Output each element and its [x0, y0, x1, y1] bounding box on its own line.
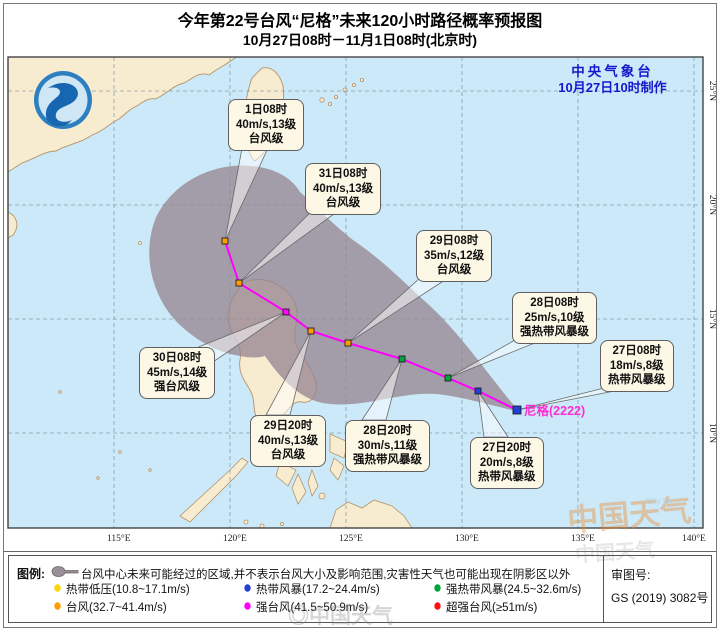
track-point — [235, 279, 243, 287]
legend-label: 强台风(41.5~50.9m/s) — [256, 602, 369, 614]
separator-line — [4, 551, 716, 552]
callout-category: 台风级 — [270, 449, 306, 461]
track-points — [221, 237, 522, 415]
callout-category: 台风级 — [248, 133, 284, 145]
callout-30d08: 30日08时 45m/s,14级 强台风级 — [139, 347, 216, 399]
storm-dot-icon — [244, 583, 251, 592]
storm-dot-icon — [434, 601, 441, 610]
track-point — [344, 339, 352, 347]
legend-label: 强热带风暴(24.5~32.6m/s) — [446, 584, 582, 596]
callout-time: 28日08时 — [530, 297, 579, 309]
callout-category: 台风级 — [325, 197, 361, 209]
callout-wind: 40m/s,13级 — [313, 182, 374, 195]
callout-time: 28日20时 — [363, 425, 412, 437]
legend-label: 超强台风(≥51m/s) — [446, 602, 538, 614]
callout-category: 台风级 — [436, 264, 472, 276]
cma-logo-icon — [34, 71, 92, 129]
legend-label: 台风(32.7~41.4m/s) — [66, 602, 167, 614]
svg-text:120°E: 120°E — [223, 533, 247, 544]
philippine-islands — [58, 241, 413, 528]
callout-wind: 18m/s,8级 — [609, 359, 664, 372]
callout-category: 热带风暴级 — [608, 374, 666, 386]
callout-31d08: 31日08时 40m/s,13级 台风级 — [305, 163, 382, 215]
map-border — [7, 56, 704, 529]
svg-text:25°N: 25°N — [707, 81, 718, 101]
longitude-labels: 115°E 120°E 125°E 130°E 135°E 140°E — [107, 533, 706, 544]
callout-wind: 35m/s,12级 — [424, 249, 485, 262]
svg-text:20°N: 20°N — [707, 195, 718, 215]
watermark-bottom-center: ◎中国天气 — [288, 605, 393, 628]
legend-item-ts: 热带风暴(17.2~24.4m/s) — [243, 581, 380, 597]
callout-wind: 45m/s,14级 — [147, 366, 208, 379]
svg-text:135°E: 135°E — [571, 533, 595, 544]
callout-time: 29日08时 — [429, 235, 479, 247]
legend: 图例: 台风中心未来可能经过的区域,并不表示台风大小及影响范围,灾害性天气也可能… — [8, 555, 712, 623]
approval-label: 审图号: — [611, 568, 651, 582]
approval-number: GS (2019) 3082号 — [611, 591, 709, 605]
agency-name: 中央气象台 — [571, 64, 654, 79]
legend-divider — [603, 556, 604, 622]
callout-category: 强台风级 — [154, 381, 201, 393]
svg-text:130°E: 130°E — [455, 533, 479, 544]
callout-time: 30日08时 — [152, 352, 202, 364]
legend-item-td: 热带低压(10.8~17.1m/s) — [53, 581, 190, 597]
svg-text:125°E: 125°E — [339, 533, 363, 544]
storm-dot-icon — [54, 601, 61, 610]
svg-text:115°E: 115°E — [107, 533, 131, 544]
storm-dot-icon — [434, 583, 441, 592]
callout-29d20: 29日20时 40m/s,13级 台风级 — [250, 415, 327, 467]
callout-time: 27日20时 — [482, 442, 532, 454]
callout-wind: 25m/s,10级 — [524, 311, 585, 324]
svg-text:140°E: 140°E — [682, 533, 706, 544]
svg-text:15°N: 15°N — [707, 309, 718, 329]
latitude-labels: 25°N 20°N 15°N 10°N — [707, 81, 718, 443]
track-point — [474, 387, 482, 395]
callout-category: 强热带风暴级 — [353, 454, 422, 466]
callout-wind: 40m/s,13级 — [236, 118, 297, 131]
track-point — [398, 355, 406, 363]
callout-1d08: 1日08时 40m/s,13级 台风级 — [228, 99, 305, 151]
legend-item-ty: 台风(32.7~41.4m/s) — [53, 599, 167, 615]
watermark-citylink: City Link — [646, 496, 679, 506]
callout-28d08: 28日08时 25m/s,10级 强热带风暴级 — [512, 292, 597, 344]
legend-item-sts: 强热带风暴(24.5~32.6m/s) — [433, 581, 581, 597]
current-position-marker — [512, 405, 522, 415]
storm-name-label: 尼格(2222) — [524, 404, 586, 418]
page-subtitle: 10月27日08时－11月1日08时(北京时) — [242, 32, 478, 48]
legend-title: 图例: — [17, 567, 45, 581]
callout-time: 1日08时 — [244, 104, 288, 116]
svg-text:10°N: 10°N — [707, 423, 718, 443]
callout-27d08: 27日08时 18m/s,8级 热带风暴级 — [600, 340, 674, 392]
legend-label: 热带低压(10.8~17.1m/s) — [66, 584, 190, 596]
legend-cone-note: 台风中心未来可能经过的区域,并不表示台风大小及影响范围,灾害性天气也可能出现在阴… — [81, 569, 571, 581]
issue-time: 10月27日10时制作 — [558, 80, 667, 95]
callout-wind: 40m/s,13级 — [258, 434, 319, 447]
storm-dot-icon — [244, 601, 251, 610]
track-point — [444, 374, 452, 382]
hainan-coast — [8, 211, 18, 239]
page-title: 今年第22号台风“尼格”未来120小时路径概率预报图 — [177, 13, 543, 30]
callout-28d20: 28日20时 30m/s,11级 强热带风暴级 — [345, 420, 430, 472]
callout-time: 27日08时 — [612, 345, 662, 357]
callout-time: 29日20时 — [263, 420, 313, 432]
callout-27d20: 27日20时 20m/s,8级 热带风暴级 — [470, 437, 544, 489]
legend-item-super-ty: 超强台风(≥51m/s) — [433, 599, 537, 615]
callout-wind: 20m/s,8级 — [479, 456, 534, 469]
probability-cone — [149, 165, 520, 412]
track-point — [307, 327, 315, 335]
track-point — [221, 237, 229, 245]
legend-item-sty: 强台风(41.5~50.9m/s) — [243, 599, 368, 615]
storm-dot-icon — [54, 583, 61, 592]
cone-legend-icon — [51, 566, 79, 577]
callout-leaders — [195, 147, 631, 438]
callout-category: 强热带风暴级 — [520, 326, 589, 338]
legend-label: 热带风暴(17.2~24.4m/s) — [256, 584, 380, 596]
callout-wind: 30m/s,11级 — [357, 439, 418, 452]
callout-category: 热带风暴级 — [478, 471, 536, 483]
callout-29d08: 29日08时 35m/s,12级 台风级 — [416, 230, 493, 282]
track-point — [282, 308, 290, 316]
callout-time: 31日08时 — [318, 168, 368, 180]
